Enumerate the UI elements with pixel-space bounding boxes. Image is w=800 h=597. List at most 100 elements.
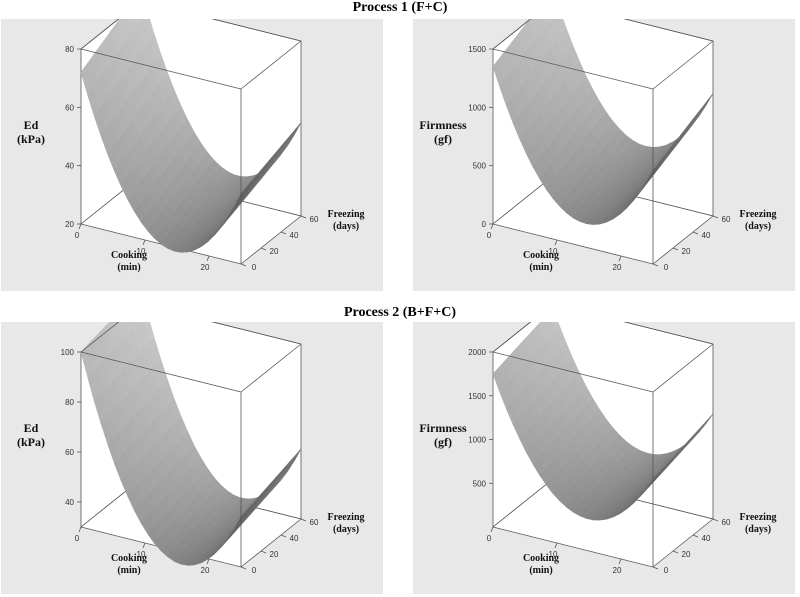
x-axis-label-line: Cooking bbox=[111, 553, 147, 564]
box-edge bbox=[623, 322, 714, 345]
x-tick-mark bbox=[618, 255, 622, 262]
x-tick-mark bbox=[554, 542, 558, 549]
x-axis-label: Cooking (min) bbox=[523, 250, 559, 273]
x-tick-mark bbox=[206, 255, 210, 262]
y-tick-label: 60 bbox=[722, 518, 731, 527]
y-axis-label-line: (days) bbox=[745, 221, 771, 232]
y-tick-mark bbox=[692, 534, 699, 538]
box-edge bbox=[492, 322, 532, 353]
x-tick-mark bbox=[618, 558, 622, 565]
z-tick-label: 1500 bbox=[468, 392, 486, 401]
z-tick-label: 40 bbox=[65, 498, 74, 507]
surface bbox=[492, 322, 714, 521]
y-tick-mark bbox=[260, 550, 267, 554]
box-edge bbox=[80, 19, 120, 50]
x-tick-label: 0 bbox=[487, 534, 492, 543]
z-axis-label: Ed (kPa) bbox=[17, 421, 45, 449]
y-tick-mark bbox=[240, 263, 247, 267]
surface-patch bbox=[234, 511, 247, 529]
x-tick-label: 20 bbox=[613, 263, 622, 272]
z-tick-label: 500 bbox=[473, 479, 487, 488]
y-tick-label: 40 bbox=[290, 231, 299, 240]
box-edge bbox=[652, 343, 714, 393]
z-tick-label: 20 bbox=[65, 220, 74, 229]
surface bbox=[80, 322, 302, 566]
y-tick-mark bbox=[672, 247, 679, 251]
box-edge bbox=[492, 19, 532, 50]
z-axis-label-line: Firmness bbox=[419, 421, 467, 435]
y-tick-label: 0 bbox=[664, 566, 669, 575]
x-tick-label: 0 bbox=[487, 231, 492, 240]
chart-panel-p2-ed: 40 60 80 100 0 10 20 0 20 40 60 Ed (kPa) Cooking (min)… bbox=[1, 322, 383, 594]
z-axis-label-line: (gf) bbox=[434, 132, 452, 146]
chart-panel-p2-firmness: 500 1000 1500 2000 0 10 20 0 20 40 60 Firmness (gf) C… bbox=[413, 322, 795, 594]
x-tick-label: 10 bbox=[549, 550, 558, 559]
surface-chart-p1-firmness: 0 500 1000 1500 0 10 20 0 20 40 60 Firmness (gf) Cook… bbox=[419, 19, 777, 273]
box-edges bbox=[492, 19, 714, 264]
z-tick-label: 80 bbox=[65, 398, 74, 407]
y-tick-label: 20 bbox=[682, 247, 691, 256]
z-axis-label-line: Ed bbox=[24, 118, 39, 132]
y-tick-label: 0 bbox=[252, 566, 257, 575]
x-axis-label-line: Cooking bbox=[523, 553, 559, 564]
y-tick-mark bbox=[280, 534, 287, 538]
y-axis-label-line: Freezing bbox=[739, 209, 776, 220]
z-tick-label: 80 bbox=[65, 45, 74, 54]
x-tick-label: 0 bbox=[75, 231, 80, 240]
x-axis-label-line: (min) bbox=[117, 262, 140, 273]
x-tick-mark bbox=[490, 526, 494, 533]
x-tick-mark bbox=[490, 223, 494, 230]
chart-panel-p1-ed: 20 40 60 80 0 10 20 0 20 40 60 Ed (kPa) Cooking (min) F… bbox=[1, 19, 383, 291]
section-title-process-2: Process 2 (B+F+C) bbox=[343, 305, 457, 320]
box-edge bbox=[211, 19, 302, 42]
x-tick-mark bbox=[78, 526, 82, 533]
y-tick-label: 60 bbox=[310, 518, 319, 527]
y-axis-label: Freezing (days) bbox=[327, 512, 364, 535]
y-tick-mark bbox=[652, 566, 659, 570]
surface-chart-p2-ed: 40 60 80 100 0 10 20 0 20 40 60 Ed (kPa) Cooking (min)… bbox=[17, 322, 365, 576]
box-edge bbox=[492, 48, 654, 90]
x-axis-label: Cooking (min) bbox=[523, 553, 559, 576]
x-tick-mark bbox=[554, 239, 558, 246]
z-axis-label-line: (kPa) bbox=[17, 435, 45, 449]
box-edge bbox=[240, 40, 302, 90]
box-edge bbox=[652, 40, 714, 90]
y-axis-label: Freezing (days) bbox=[739, 209, 776, 232]
z-tick-label: 1500 bbox=[468, 45, 486, 54]
x-axis-label-line: (min) bbox=[529, 565, 552, 576]
box-edge bbox=[492, 351, 654, 393]
y-tick-label: 40 bbox=[702, 534, 711, 543]
surface bbox=[80, 19, 302, 253]
x-tick-label: 10 bbox=[137, 550, 146, 559]
box-edges bbox=[492, 322, 714, 567]
box-edge bbox=[211, 322, 302, 345]
z-tick-label: 60 bbox=[65, 448, 74, 457]
surface bbox=[492, 19, 714, 225]
z-tick-label: 2000 bbox=[468, 348, 486, 357]
box-edge bbox=[80, 351, 242, 393]
y-tick-mark bbox=[280, 231, 287, 235]
y-tick-mark bbox=[300, 215, 307, 219]
x-axis-label-line: Cooking bbox=[111, 250, 147, 261]
x-axis-label-line: (min) bbox=[117, 565, 140, 576]
chart-panel-p1-firmness: 0 500 1000 1500 0 10 20 0 20 40 60 Firmness (gf) Cook… bbox=[413, 19, 795, 291]
box-edge bbox=[80, 48, 242, 90]
y-tick-label: 20 bbox=[682, 550, 691, 559]
box-edges bbox=[80, 19, 302, 264]
x-tick-mark bbox=[78, 223, 82, 230]
x-tick-label: 20 bbox=[201, 566, 210, 575]
y-axis-label: Freezing (days) bbox=[327, 209, 364, 232]
y-tick-label: 20 bbox=[270, 247, 279, 256]
y-axis-label-line: (days) bbox=[333, 221, 359, 232]
y-axis-label-line: (days) bbox=[333, 524, 359, 535]
y-tick-mark bbox=[672, 550, 679, 554]
surface-patch bbox=[646, 164, 659, 183]
y-tick-mark bbox=[240, 566, 247, 570]
box-edges bbox=[80, 322, 302, 567]
y-tick-mark bbox=[692, 231, 699, 235]
surface-patch bbox=[234, 187, 247, 207]
z-axis-label-line: Firmness bbox=[419, 118, 467, 132]
box-edge bbox=[80, 322, 120, 353]
y-tick-label: 40 bbox=[290, 534, 299, 543]
